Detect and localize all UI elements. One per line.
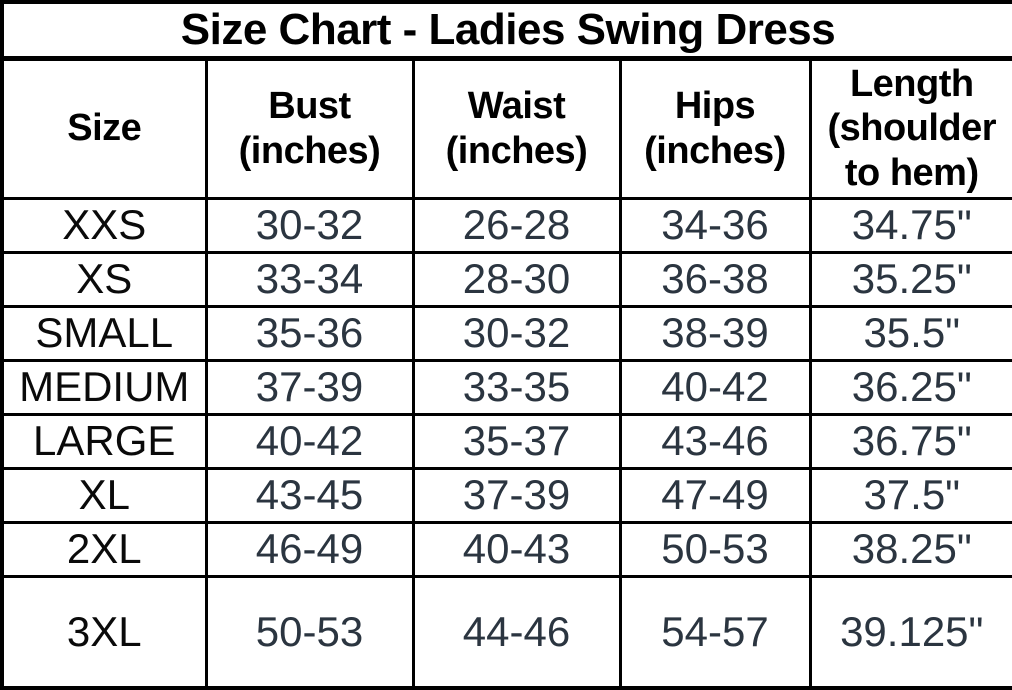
- size-label: XXS: [0, 196, 208, 254]
- length-value: 35.5": [808, 304, 1012, 362]
- column-header-bust: Bust (inches): [204, 56, 415, 200]
- hips-value: 50-53: [618, 520, 812, 578]
- table-row-xxs: XXS 30-32 26-28 34-36 34.75": [0, 196, 1012, 254]
- table-row-small: SMALL 35-36 30-32 38-39 35.5": [0, 304, 1012, 362]
- length-value: 36.25": [808, 358, 1012, 416]
- bust-value: 46-49: [204, 520, 415, 578]
- bust-value: 43-45: [204, 466, 415, 524]
- bust-value: 40-42: [204, 412, 415, 470]
- length-value: 39.125": [808, 574, 1012, 690]
- size-label: SMALL: [0, 304, 208, 362]
- length-value: 36.75": [808, 412, 1012, 470]
- table-row-3xl: 3XL 50-53 44-46 54-57 39.125": [0, 574, 1012, 690]
- title-row: Size Chart - Ladies Swing Dress: [0, 0, 1012, 61]
- waist-value: 37-39: [411, 466, 622, 524]
- length-value: 35.25": [808, 250, 1012, 308]
- column-header-size: Size: [0, 56, 208, 200]
- table-row-large: LARGE 40-42 35-37 43-46 36.75": [0, 412, 1012, 470]
- bust-value: 35-36: [204, 304, 415, 362]
- size-label: MEDIUM: [0, 358, 208, 416]
- column-header-row: Size Bust (inches) Waist (inches) Hips (…: [0, 56, 1012, 200]
- size-label: 2XL: [0, 520, 208, 578]
- waist-value: 26-28: [411, 196, 622, 254]
- bust-value: 33-34: [204, 250, 415, 308]
- table-title: Size Chart - Ladies Swing Dress: [0, 0, 1012, 61]
- table-row-xs: XS 33-34 28-30 36-38 35.25": [0, 250, 1012, 308]
- table-row-2xl: 2XL 46-49 40-43 50-53 38.25": [0, 520, 1012, 578]
- bust-value: 37-39: [204, 358, 415, 416]
- waist-value: 33-35: [411, 358, 622, 416]
- size-label: XL: [0, 466, 208, 524]
- hips-value: 40-42: [618, 358, 812, 416]
- column-header-length: Length (shoulder to hem): [808, 56, 1012, 200]
- length-value: 38.25": [808, 520, 1012, 578]
- waist-value: 30-32: [411, 304, 622, 362]
- size-label: 3XL: [0, 574, 208, 690]
- hips-value: 38-39: [618, 304, 812, 362]
- hips-value: 36-38: [618, 250, 812, 308]
- bust-value: 50-53: [204, 574, 415, 690]
- length-value: 37.5": [808, 466, 1012, 524]
- hips-value: 34-36: [618, 196, 812, 254]
- size-label: LARGE: [0, 412, 208, 470]
- length-value: 34.75": [808, 196, 1012, 254]
- waist-value: 35-37: [411, 412, 622, 470]
- hips-value: 54-57: [618, 574, 812, 690]
- table-row-medium: MEDIUM 37-39 33-35 40-42 36.25": [0, 358, 1012, 416]
- table-row-xl: XL 43-45 37-39 47-49 37.5": [0, 466, 1012, 524]
- bust-value: 30-32: [204, 196, 415, 254]
- column-header-waist: Waist (inches): [411, 56, 622, 200]
- hips-value: 47-49: [618, 466, 812, 524]
- column-header-hips: Hips (inches): [618, 56, 812, 200]
- waist-value: 40-43: [411, 520, 622, 578]
- size-label: XS: [0, 250, 208, 308]
- waist-value: 28-30: [411, 250, 622, 308]
- waist-value: 44-46: [411, 574, 622, 690]
- hips-value: 43-46: [618, 412, 812, 470]
